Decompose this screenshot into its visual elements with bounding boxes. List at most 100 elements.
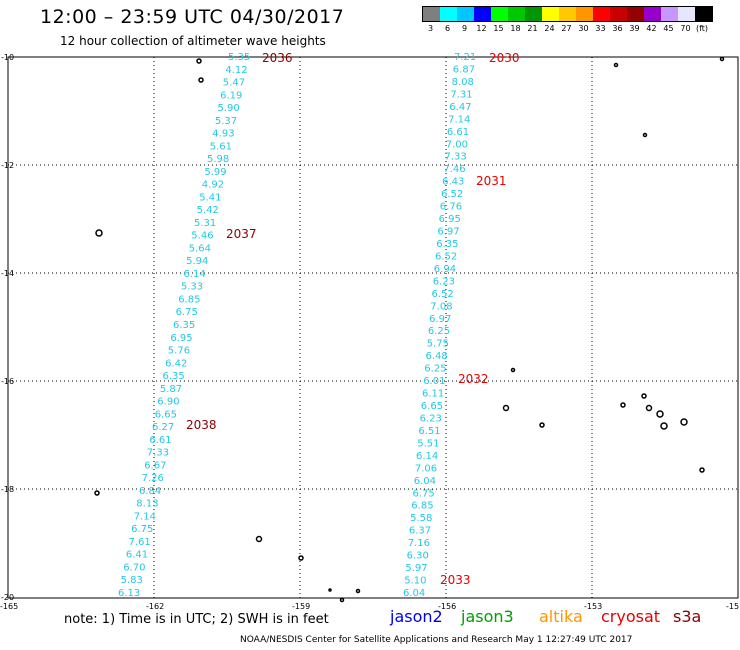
colorbar-swatch	[423, 7, 440, 21]
footnote: note: 1) Time is in UTC; 2) SWH is in fe…	[64, 612, 329, 627]
island-outline	[680, 418, 688, 426]
wave-height-label: 7.33	[147, 448, 169, 459]
colorbar-swatch	[593, 7, 610, 21]
colorbar-swatch	[508, 7, 525, 21]
island-outline	[95, 229, 103, 237]
wave-height-label: 7.14	[448, 114, 470, 125]
island-outline	[539, 422, 545, 428]
wave-height-label: 6.70	[123, 563, 145, 574]
island-outline	[328, 588, 332, 592]
lon-tick-label: -159	[292, 602, 310, 611]
lon-tick-label: -156	[438, 602, 456, 611]
wave-height-label: 7.16	[408, 538, 430, 549]
wave-height-label: 6.14	[184, 269, 206, 280]
wave-height-label: 7.26	[142, 473, 164, 484]
colorbar-tick-label: 21	[527, 24, 538, 33]
wave-height-label: 7.33	[445, 152, 467, 163]
colorbar-tick-label: 45	[663, 24, 674, 33]
island-outline	[719, 56, 725, 62]
pass-time-label: 2036	[262, 51, 293, 65]
pass-time-label: 2033	[440, 573, 471, 587]
wave-height-label: 5.58	[410, 513, 432, 524]
colorbar-tick-label: 9	[461, 24, 468, 33]
wave-height-label: 6.30	[407, 551, 429, 562]
pass-time-label: 2031	[476, 174, 507, 188]
wave-height-label: 6.67	[144, 460, 166, 471]
island-outline	[642, 132, 648, 138]
colorbar-swatch	[610, 7, 627, 21]
wave-height-label: 7.31	[450, 89, 472, 100]
wave-height-label: 5.33	[181, 282, 203, 293]
wave-height-label: 6.42	[165, 358, 187, 369]
wave-height-label: 5.64	[189, 243, 211, 254]
wave-height-label: 6.52	[432, 289, 454, 300]
wave-height-label: 6.19	[220, 90, 242, 101]
colorbar-swatch	[644, 7, 661, 21]
colorbar-swatch	[440, 7, 457, 21]
wave-height-label: 6.87	[453, 65, 475, 76]
wave-height-label: 6.13	[118, 588, 140, 599]
colorbar-swatch	[559, 7, 576, 21]
wave-height-label: 4.93	[212, 129, 234, 140]
lon-tick-label: -162	[146, 602, 164, 611]
wave-height-label: 5.41	[199, 192, 221, 203]
wave-height-label: 5.75	[427, 339, 449, 350]
wave-height-label: 6.52	[441, 189, 463, 200]
island-outline	[613, 62, 619, 68]
wave-height-label: 5.31	[194, 218, 216, 229]
wave-height-label: 5.61	[210, 141, 232, 152]
colorbar-tick-label: 15	[493, 24, 504, 33]
wave-height-label: 5.37	[215, 116, 237, 127]
wave-height-label: 5.42	[197, 205, 219, 216]
wave-height-label: 6.04	[414, 476, 436, 487]
colorbar-tick-label: 6	[444, 24, 451, 33]
wave-height-label: 5.87	[160, 384, 182, 395]
colorbar-tick-label: 42	[646, 24, 657, 33]
colorbar-tick-label: 39	[629, 24, 640, 33]
pass-time-label: 2038	[186, 418, 217, 432]
map-title: 12:00 – 23:59 UTC 04/30/2017	[40, 6, 345, 28]
wave-height-label: 5.98	[207, 154, 229, 165]
island-outline	[620, 402, 626, 408]
wave-height-label: 6.75	[131, 524, 153, 535]
colorbar-swatch	[576, 7, 593, 21]
wave-height-label: 6.85	[411, 501, 433, 512]
lat-tick-label: -14	[1, 269, 14, 278]
wave-height-label: 6.48	[426, 351, 448, 362]
island-outline	[699, 467, 705, 473]
island-outline	[502, 404, 510, 412]
wave-height-label: 6.35	[173, 320, 195, 331]
wave-height-label: 5.46	[191, 231, 213, 242]
wave-height-label: 6.14	[416, 451, 438, 462]
legend-cryosat: cryosat	[601, 607, 661, 626]
wave-height-label: 6.23	[433, 276, 455, 287]
wave-height-label: 6.47	[449, 102, 471, 113]
wave-height-label: 6.90	[157, 397, 179, 408]
colorbar-tick-label: 18	[510, 24, 521, 33]
colorbar-tick-label: 27	[561, 24, 572, 33]
wave-height-label: 6.95	[170, 333, 192, 344]
wave-height-label: 6.51	[418, 426, 440, 437]
island-outline	[255, 535, 263, 543]
colorbar-swatch	[678, 7, 695, 21]
colorbar-swatch	[627, 7, 644, 21]
wave-height-label: 6.23	[420, 414, 442, 425]
wave-height-label: 8.13	[136, 499, 158, 510]
wave-height-label: 6.97	[429, 314, 451, 325]
wave-height-label: 7.46	[443, 164, 465, 175]
wave-height-label: 5.51	[417, 438, 439, 449]
wave-height-label: 6.43	[442, 177, 464, 188]
wave-height-label: 4.12	[225, 65, 247, 76]
legend-altika: altika	[539, 607, 583, 626]
wave-height-label: 7.06	[415, 463, 437, 474]
colorbar-swatch	[695, 7, 712, 21]
wave-height-label: 5.97	[405, 563, 427, 574]
island-outline	[656, 410, 664, 418]
wave-height-label: 6.01	[423, 376, 445, 387]
pass-time-label: 2030	[489, 51, 520, 65]
legend-s3a: s3a	[673, 607, 702, 626]
colorbar-tick-label: 12	[476, 24, 487, 33]
wave-height-label: 6.27	[152, 422, 174, 433]
wave-height-label: 6.37	[409, 526, 431, 537]
wave-height-label: 7.08	[430, 301, 452, 312]
